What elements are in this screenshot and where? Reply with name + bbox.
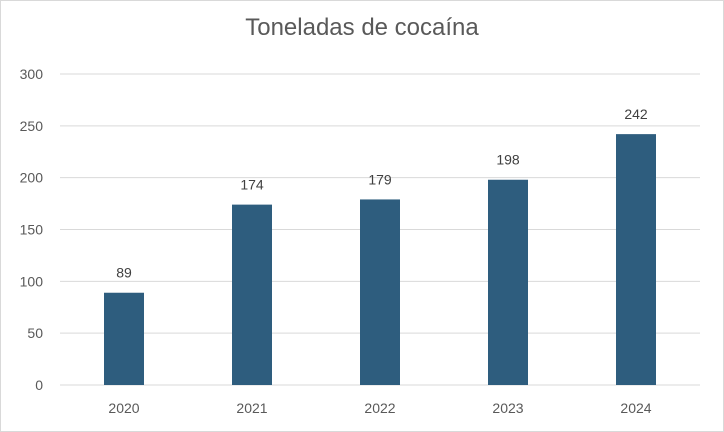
data-labels: 89 174 179 198 242 (116, 106, 648, 281)
x-tick-label-2022: 2022 (364, 400, 395, 416)
bar-2023 (488, 179, 528, 385)
y-tick-label: 0 (35, 377, 43, 393)
y-axis: 0 50 100 150 200 250 300 (20, 66, 44, 393)
bar-2022 (360, 199, 400, 385)
x-tick-label-2023: 2023 (492, 400, 523, 416)
bar-2024 (616, 134, 656, 385)
data-label-2021: 174 (240, 177, 264, 193)
bars (104, 134, 656, 385)
y-tick-label: 50 (27, 325, 43, 341)
bar-2021 (232, 204, 272, 385)
x-axis: 2020 2021 2022 2023 2024 (108, 400, 651, 416)
data-label-2023: 198 (496, 152, 520, 168)
bar-2020 (104, 292, 144, 385)
y-tick-label: 100 (20, 273, 44, 289)
data-label-2024: 242 (624, 106, 648, 122)
chart-title: Toneladas de cocaína (245, 14, 479, 41)
y-tick-label: 150 (20, 222, 44, 238)
y-tick-label: 300 (20, 66, 44, 82)
y-tick-label: 250 (20, 118, 44, 134)
x-tick-label-2021: 2021 (236, 400, 267, 416)
y-tick-label: 200 (20, 170, 44, 186)
data-label-2020: 89 (116, 265, 132, 281)
x-tick-label-2024: 2024 (620, 400, 651, 416)
data-label-2022: 179 (368, 171, 392, 187)
x-tick-label-2020: 2020 (108, 400, 139, 416)
